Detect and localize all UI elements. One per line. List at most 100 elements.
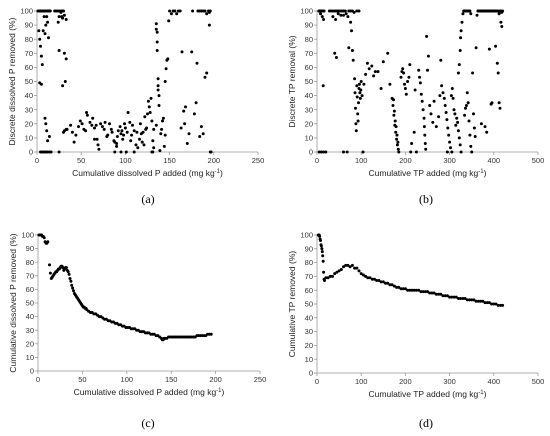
data-point [205, 12, 209, 16]
data-point [469, 144, 473, 148]
data-point [494, 302, 498, 306]
y-tick-label: 50 [305, 77, 313, 86]
data-point [349, 20, 353, 24]
y-tick-label: 0 [30, 367, 34, 376]
x-tick-label: 0 [36, 375, 40, 384]
data-point [399, 75, 403, 79]
data-point [434, 292, 438, 296]
data-point [434, 125, 438, 129]
data-point [494, 44, 498, 48]
data-point [57, 150, 61, 154]
data-point [452, 108, 456, 112]
data-point [495, 61, 499, 65]
data-point [456, 120, 460, 124]
data-point [424, 147, 428, 151]
y-tick-label: 60 [305, 286, 313, 295]
data-point [201, 132, 205, 136]
data-point [344, 263, 348, 267]
data-point [155, 30, 159, 34]
data-point [336, 12, 340, 16]
data-point [64, 18, 68, 21]
x-tick-label: 500 [532, 377, 545, 386]
data-point [66, 270, 70, 274]
data-point [460, 20, 464, 24]
data-point [412, 130, 416, 134]
data-point [102, 127, 106, 131]
data-point [360, 94, 364, 98]
x-tick-label: 300 [443, 156, 456, 165]
data-point [464, 104, 468, 107]
data-point [364, 274, 368, 278]
data-point [62, 13, 66, 17]
data-point [209, 150, 213, 154]
data-point [155, 49, 159, 52]
data-point [140, 140, 144, 144]
x-tick-label: 500 [532, 156, 545, 165]
data-point [322, 9, 326, 13]
data-point [155, 40, 159, 44]
data-point [450, 150, 454, 154]
data-point [422, 116, 426, 120]
data-point [413, 88, 417, 92]
data-point [39, 44, 42, 48]
data-point [169, 12, 173, 16]
data-point [180, 50, 184, 54]
data-point [94, 123, 98, 127]
data-point [395, 137, 399, 141]
data-point [103, 120, 107, 124]
data-point [42, 15, 46, 19]
data-point [334, 56, 338, 59]
data-point [464, 106, 467, 110]
data-point [361, 273, 365, 277]
data-point [61, 84, 65, 88]
y-tick-label: 90 [25, 21, 33, 30]
data-point [321, 84, 325, 88]
data-point [461, 297, 465, 300]
data-point [333, 272, 337, 276]
data-point [384, 281, 387, 285]
data-point [82, 127, 86, 131]
data-point [320, 15, 324, 19]
data-point [198, 135, 202, 138]
chart-panel: 0 100 200 300 400 5000102030405060708090100Cu… [287, 7, 544, 206]
data-point [342, 150, 345, 154]
y-tick-label: 60 [25, 63, 33, 72]
data-point [483, 125, 487, 129]
y-tick-label: 100 [300, 231, 313, 240]
data-point [48, 271, 52, 275]
data-point [167, 19, 171, 23]
data-point [205, 71, 209, 75]
data-point [161, 119, 164, 123]
data-point [48, 263, 51, 267]
y-tick-label: 30 [305, 327, 313, 336]
data-point [342, 265, 345, 269]
data-point [182, 109, 186, 113]
data-point [404, 92, 408, 96]
data-point [42, 236, 46, 240]
data-point [74, 133, 78, 137]
data-point [324, 276, 328, 280]
data-point [123, 126, 127, 130]
data-point [47, 135, 51, 138]
data-point [392, 113, 396, 117]
data-point [471, 71, 475, 75]
x-tick-label: 150 [165, 375, 178, 384]
data-point [326, 276, 330, 280]
data-point [43, 116, 47, 120]
data-point [110, 130, 114, 134]
data-point [90, 123, 94, 127]
data-point [194, 101, 198, 105]
data-point [359, 272, 363, 276]
data-point [456, 71, 460, 75]
data-point [128, 120, 132, 124]
data-point [150, 150, 154, 154]
y-tick-label: 100 [21, 231, 34, 240]
data-point [63, 80, 67, 83]
data-point [417, 68, 421, 72]
data-point [441, 91, 445, 95]
data-point [331, 15, 335, 19]
data-point [64, 266, 68, 270]
data-point [469, 12, 473, 16]
data-point [414, 150, 418, 154]
data-point [123, 122, 126, 126]
